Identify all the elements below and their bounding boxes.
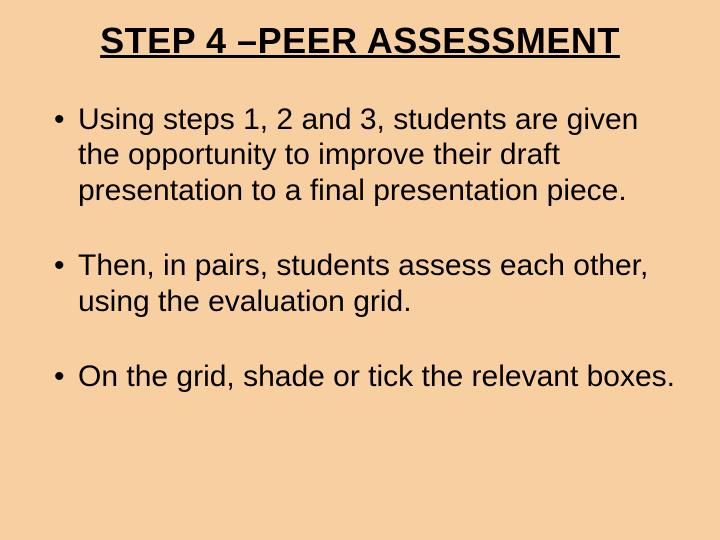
list-item: Using steps 1, 2 and 3, students are giv… — [50, 102, 680, 208]
slide-title: STEP 4 –PEER ASSESSMENT — [40, 20, 680, 62]
slide: STEP 4 –PEER ASSESSMENT Using steps 1, 2… — [0, 0, 720, 540]
list-item: Then, in pairs, students assess each oth… — [50, 248, 680, 319]
bullet-list: Using steps 1, 2 and 3, students are giv… — [40, 102, 680, 394]
list-item: On the grid, shade or tick the relevant … — [50, 359, 680, 394]
